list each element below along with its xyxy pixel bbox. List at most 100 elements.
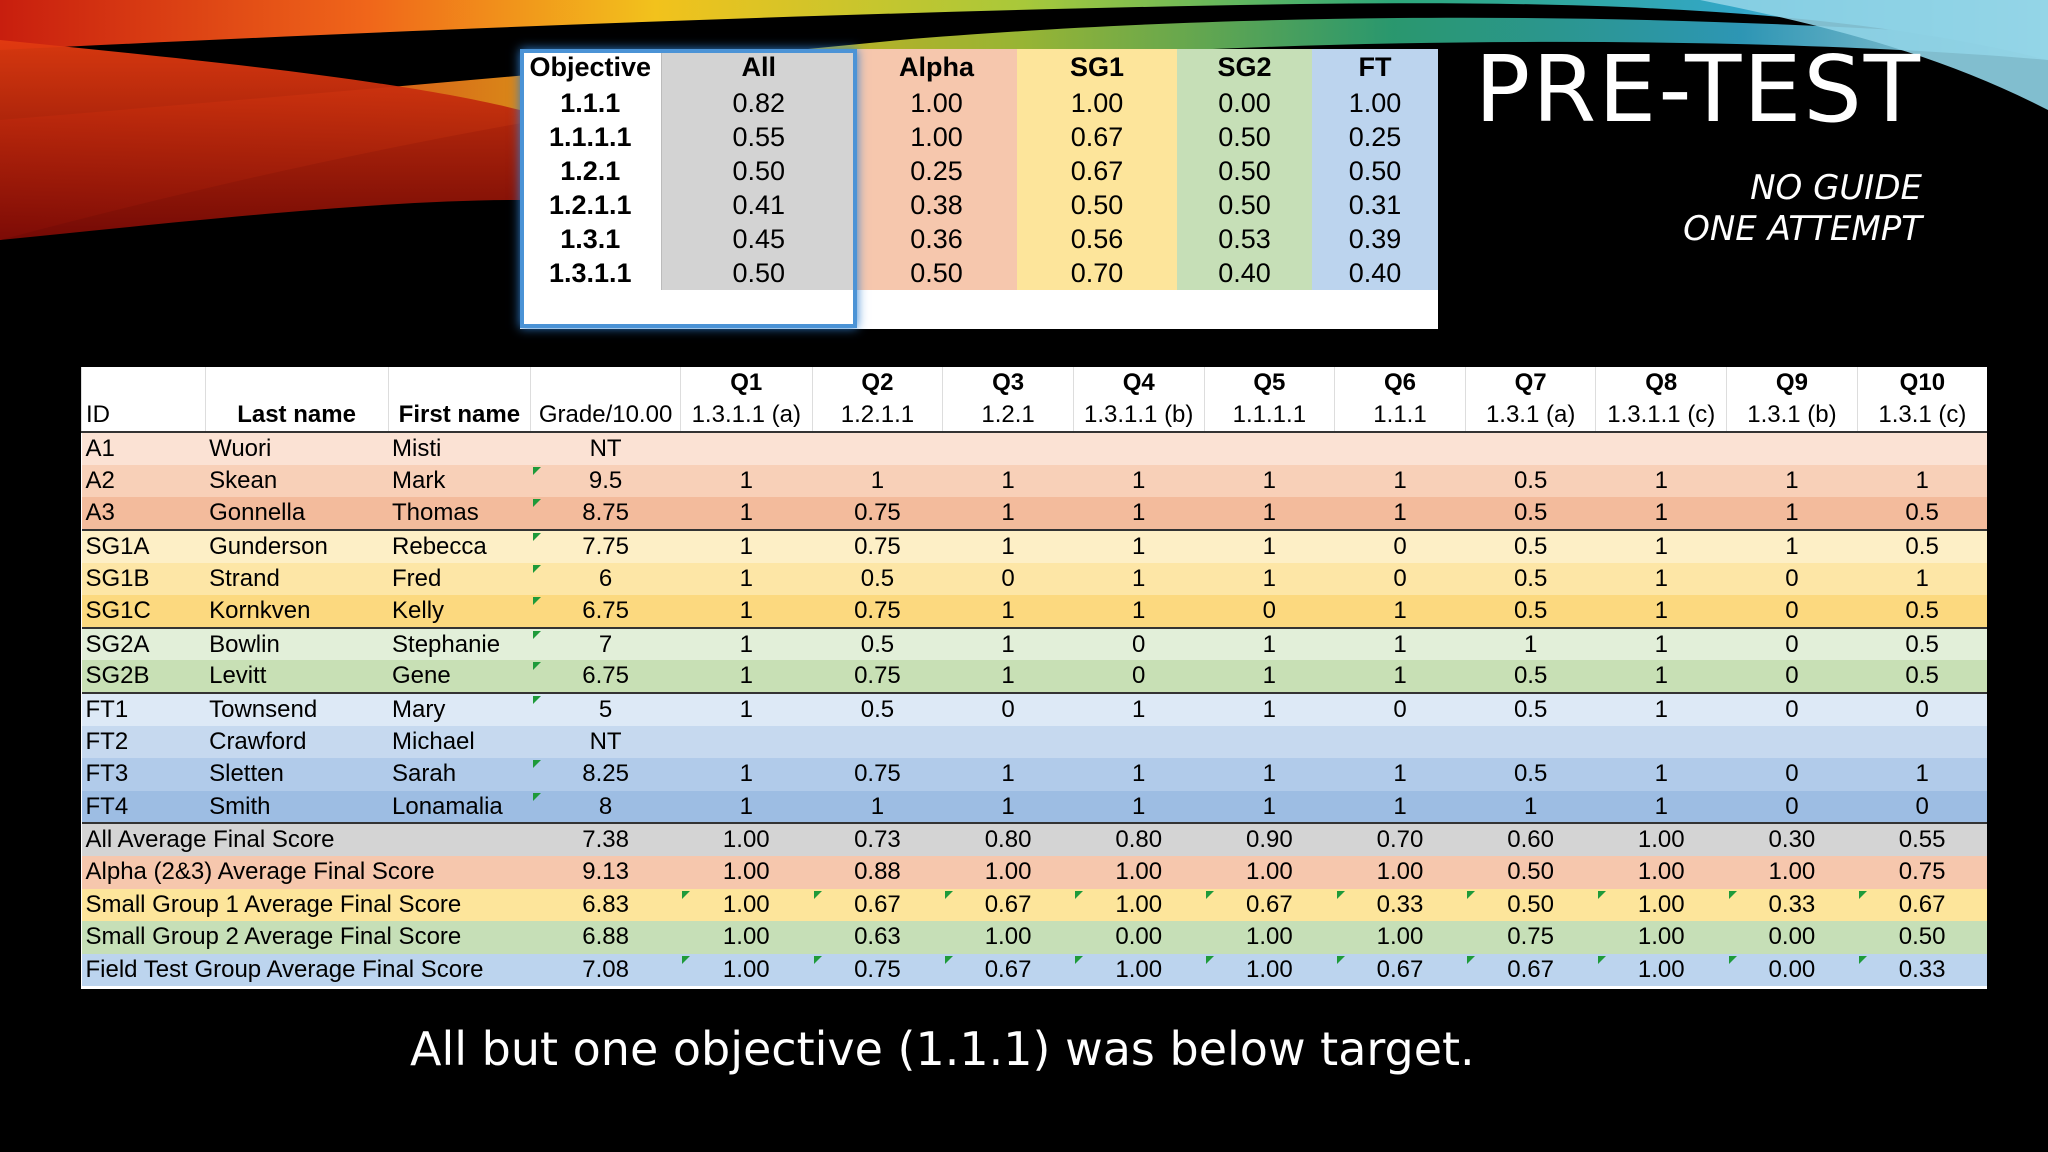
- average-score-value: 1.00: [1637, 955, 1685, 983]
- first-name-cell: Thomas: [388, 497, 531, 530]
- question-score-cell: 1: [812, 464, 943, 498]
- all-cell: 0.55: [661, 120, 856, 154]
- question-score-cell: 1: [680, 691, 813, 726]
- average-score-cell: 0.88: [812, 855, 943, 889]
- average-score-cell: 0.00: [1726, 921, 1858, 954]
- subtitle-line: ONE ATTEMPT: [1683, 209, 1922, 249]
- question-number-cell: Q9: [1726, 367, 1858, 400]
- slide-title: PRE-TEST: [1474, 36, 1922, 143]
- comment-marker-icon: [1075, 890, 1084, 899]
- grade-cell: 9.5: [530, 464, 681, 498]
- question-score-cell: 1: [1857, 562, 1987, 596]
- question-score-cell: 1: [1334, 790, 1466, 824]
- average-score-value: 1.00: [1768, 858, 1816, 886]
- grade-cell: 8.25: [530, 758, 681, 791]
- objective-header-row: Objective All Alpha SG1 SG2 FT: [520, 49, 1438, 86]
- objective-cell: 1.2.1.1: [520, 188, 662, 222]
- question-score-cell: 0.5: [1857, 595, 1987, 628]
- average-score-cell: 0.75: [1857, 855, 1987, 889]
- question-score-cell: 0: [1857, 691, 1987, 726]
- average-score-cell: 1.00: [1595, 921, 1727, 954]
- question-score-cell: 1: [1857, 758, 1987, 791]
- grade-cell: 6.75: [530, 595, 681, 628]
- sg2-cell: 0.00: [1177, 86, 1312, 120]
- sg1-cell: 0.50: [1017, 188, 1177, 222]
- average-score-value: 0.90: [1245, 826, 1293, 854]
- question-score-cell: 1: [1595, 660, 1727, 693]
- student-id-cell: A1: [81, 432, 206, 465]
- question-score-cell: 0: [1073, 626, 1205, 661]
- sg1-cell: 0.70: [1017, 256, 1177, 290]
- question-score-cell: 0: [942, 691, 1074, 726]
- average-score-value: 0.67: [1507, 955, 1554, 983]
- comment-marker-icon: [532, 532, 541, 541]
- average-row: Small Group 1 Average Final Score 6.83 1.0…: [81, 888, 1987, 922]
- question-score-cell: 0.5: [1857, 626, 1987, 661]
- average-score-value: 1.00: [984, 858, 1032, 886]
- average-score-cell: 0.67: [942, 953, 1074, 987]
- comment-marker-icon: [1075, 955, 1084, 964]
- question-number-cell: [530, 367, 681, 400]
- alpha-header: Alpha: [856, 49, 1017, 86]
- objective-row: 1.2.1 0.50 0.25 0.67 0.50 0.50: [520, 154, 1438, 188]
- grade-cell: 8: [530, 790, 681, 824]
- student-row: A1 Wuori Misti NT: [81, 432, 1987, 465]
- question-number-cell: Q1: [679, 367, 813, 400]
- average-score-value: 1.00: [722, 858, 770, 886]
- sg1-cell: 0.56: [1017, 222, 1177, 256]
- average-score-value: 1.00: [1245, 858, 1293, 886]
- average-score-cell: 0.33: [1334, 888, 1466, 922]
- comment-marker-icon: [532, 792, 541, 801]
- last-name-cell: Skean: [205, 464, 389, 498]
- average-score-value: 0.50: [1898, 923, 1946, 951]
- average-score-value: 0.50: [1507, 858, 1554, 886]
- ft-cell: 0.31: [1312, 188, 1438, 222]
- average-score-value: 1.00: [1245, 923, 1293, 951]
- average-score-value: 1.00: [722, 826, 770, 854]
- average-score-value: 1.00: [722, 890, 770, 918]
- average-score-value: 1.00: [1115, 890, 1163, 918]
- average-score-value: 0.00: [1768, 923, 1816, 951]
- question-score-cell: [812, 432, 943, 465]
- average-score-value: 0.33: [1376, 890, 1424, 918]
- question-score-cell: 1: [1204, 626, 1335, 661]
- sg2-cell: 0.40: [1177, 256, 1312, 290]
- all-cell: 0.50: [661, 154, 856, 188]
- question-score-cell: [1334, 432, 1466, 465]
- average-score-value: 0.67: [1245, 890, 1293, 918]
- question-score-cell: 1: [1204, 660, 1335, 693]
- question-score-cell: 0.5: [812, 626, 943, 661]
- average-score-cell: 0.67: [1204, 888, 1335, 922]
- average-score-value: 0.80: [984, 826, 1032, 854]
- average-score-cell: 1.00: [1073, 855, 1205, 889]
- first-name-cell: Misti: [388, 432, 531, 465]
- column-header-cell: 1.3.1 (a): [1464, 399, 1596, 434]
- question-score-cell: 1: [680, 464, 813, 498]
- question-score-cell: 1: [1595, 562, 1727, 596]
- average-score-cell: 0.75: [1465, 921, 1596, 954]
- question-score-cell: 1: [1595, 595, 1727, 628]
- question-score-cell: 1: [942, 595, 1074, 628]
- average-score-value: 1.00: [722, 923, 770, 951]
- grade-value: 8: [598, 792, 613, 820]
- average-score-value: 0.30: [1768, 826, 1816, 854]
- question-score-cell: 1: [1073, 464, 1205, 498]
- objective-row: 1.1.1 0.82 1.00 1.00 0.00 1.00: [520, 86, 1438, 120]
- question-score-cell: 1: [942, 758, 1074, 791]
- question-score-cell: 1: [1073, 528, 1205, 563]
- sg1-cell: 1.00: [1017, 86, 1177, 120]
- average-score-cell: 1.00: [1204, 855, 1335, 889]
- question-score-cell: 0: [1726, 660, 1858, 693]
- average-score-cell: 0.75: [812, 953, 943, 987]
- last-name-cell: Gunderson: [205, 528, 389, 563]
- average-score-cell: 0.67: [1334, 953, 1466, 987]
- ft-cell: 0.50: [1312, 154, 1438, 188]
- question-score-cell: 1: [1334, 626, 1466, 661]
- subtitle-line: NO GUIDE: [1750, 168, 1922, 208]
- alpha-cell: 0.38: [856, 188, 1017, 222]
- question-score-cell: [1726, 725, 1858, 759]
- question-score-cell: 0: [1334, 562, 1466, 596]
- first-name-cell: Stephanie: [388, 626, 531, 661]
- comment-marker-icon: [532, 499, 541, 508]
- student-id-cell: FT4: [81, 790, 206, 824]
